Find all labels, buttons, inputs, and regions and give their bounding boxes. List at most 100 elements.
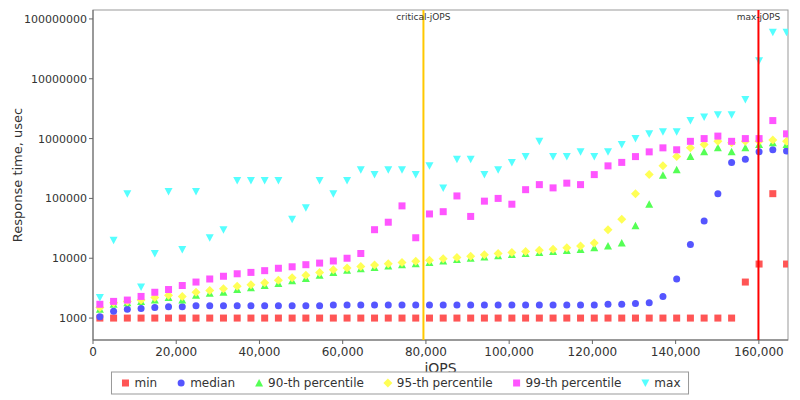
point <box>357 250 364 257</box>
point <box>481 302 488 309</box>
point <box>261 177 269 185</box>
point <box>261 315 268 322</box>
y-tick <box>89 78 93 79</box>
point <box>618 239 626 247</box>
point <box>206 315 213 322</box>
point <box>179 303 186 310</box>
point <box>604 225 613 234</box>
annotation-label: critical-jOPS <box>396 12 450 22</box>
point <box>357 302 364 309</box>
point <box>178 292 187 301</box>
y-tick-label: 100000 <box>45 192 87 205</box>
legend-marker <box>641 380 649 388</box>
legend-marker <box>122 380 129 387</box>
plot-marks <box>95 29 788 322</box>
y-tick <box>89 198 93 199</box>
point <box>275 302 282 309</box>
point <box>617 215 626 224</box>
point <box>646 148 653 155</box>
point <box>645 200 653 208</box>
x-tick <box>259 340 260 344</box>
point <box>604 242 612 250</box>
point <box>466 252 475 261</box>
x-tick <box>758 340 759 344</box>
x-tick-label: 80,000 <box>405 345 447 359</box>
point <box>302 302 309 309</box>
point <box>385 315 392 322</box>
point <box>536 302 543 309</box>
point <box>453 315 460 322</box>
legend-marker <box>513 380 520 387</box>
point <box>632 300 639 307</box>
point <box>302 204 310 212</box>
point <box>687 241 694 248</box>
point <box>275 265 282 272</box>
point <box>563 153 571 161</box>
point <box>563 180 570 187</box>
point <box>591 171 598 178</box>
point <box>577 302 584 309</box>
point <box>658 161 667 170</box>
legend-item: 99-th percentile <box>513 376 621 390</box>
y-tick-label: 10000000 <box>31 73 87 86</box>
point <box>673 146 680 153</box>
point <box>288 273 297 282</box>
legend-marker <box>178 380 185 387</box>
point <box>536 315 543 322</box>
point <box>728 159 735 166</box>
point <box>123 190 131 198</box>
point <box>110 298 117 305</box>
point <box>605 301 612 308</box>
point <box>494 249 503 258</box>
point <box>467 315 474 322</box>
y-axis-label: Response time, usec <box>10 108 25 242</box>
point <box>768 135 777 144</box>
point <box>618 301 625 308</box>
point <box>425 162 433 170</box>
point <box>370 261 379 270</box>
point <box>110 315 117 322</box>
point <box>576 242 585 251</box>
point <box>289 302 296 309</box>
legend-item: max <box>641 376 680 390</box>
legend-item: min <box>122 376 157 390</box>
point <box>343 263 352 272</box>
y-tick-label: 100000000 <box>24 13 87 26</box>
point <box>783 261 788 268</box>
point <box>687 315 694 322</box>
point <box>220 302 227 309</box>
point <box>316 260 323 267</box>
point <box>329 190 337 198</box>
point <box>439 254 448 263</box>
point <box>673 315 680 322</box>
point <box>220 273 227 280</box>
point <box>289 263 296 270</box>
point <box>399 302 406 309</box>
point <box>508 159 516 167</box>
point <box>673 166 681 174</box>
point <box>631 222 639 230</box>
point <box>192 188 200 196</box>
x-axis <box>93 340 788 341</box>
legend-label: 99-th percentile <box>526 376 622 390</box>
point <box>645 130 653 138</box>
point <box>247 177 255 185</box>
point <box>577 315 584 322</box>
y-tick <box>89 18 93 19</box>
point <box>165 315 172 322</box>
x-tick <box>592 340 593 344</box>
point <box>631 189 640 198</box>
point <box>220 315 227 322</box>
point <box>411 257 420 266</box>
point <box>274 177 282 185</box>
point <box>371 171 379 179</box>
point <box>659 171 667 179</box>
point <box>96 294 104 302</box>
legend-item: median <box>178 376 235 390</box>
point <box>590 238 599 247</box>
point <box>714 111 722 119</box>
point <box>618 315 625 322</box>
point <box>330 302 337 309</box>
point <box>562 243 571 252</box>
point <box>179 315 186 322</box>
